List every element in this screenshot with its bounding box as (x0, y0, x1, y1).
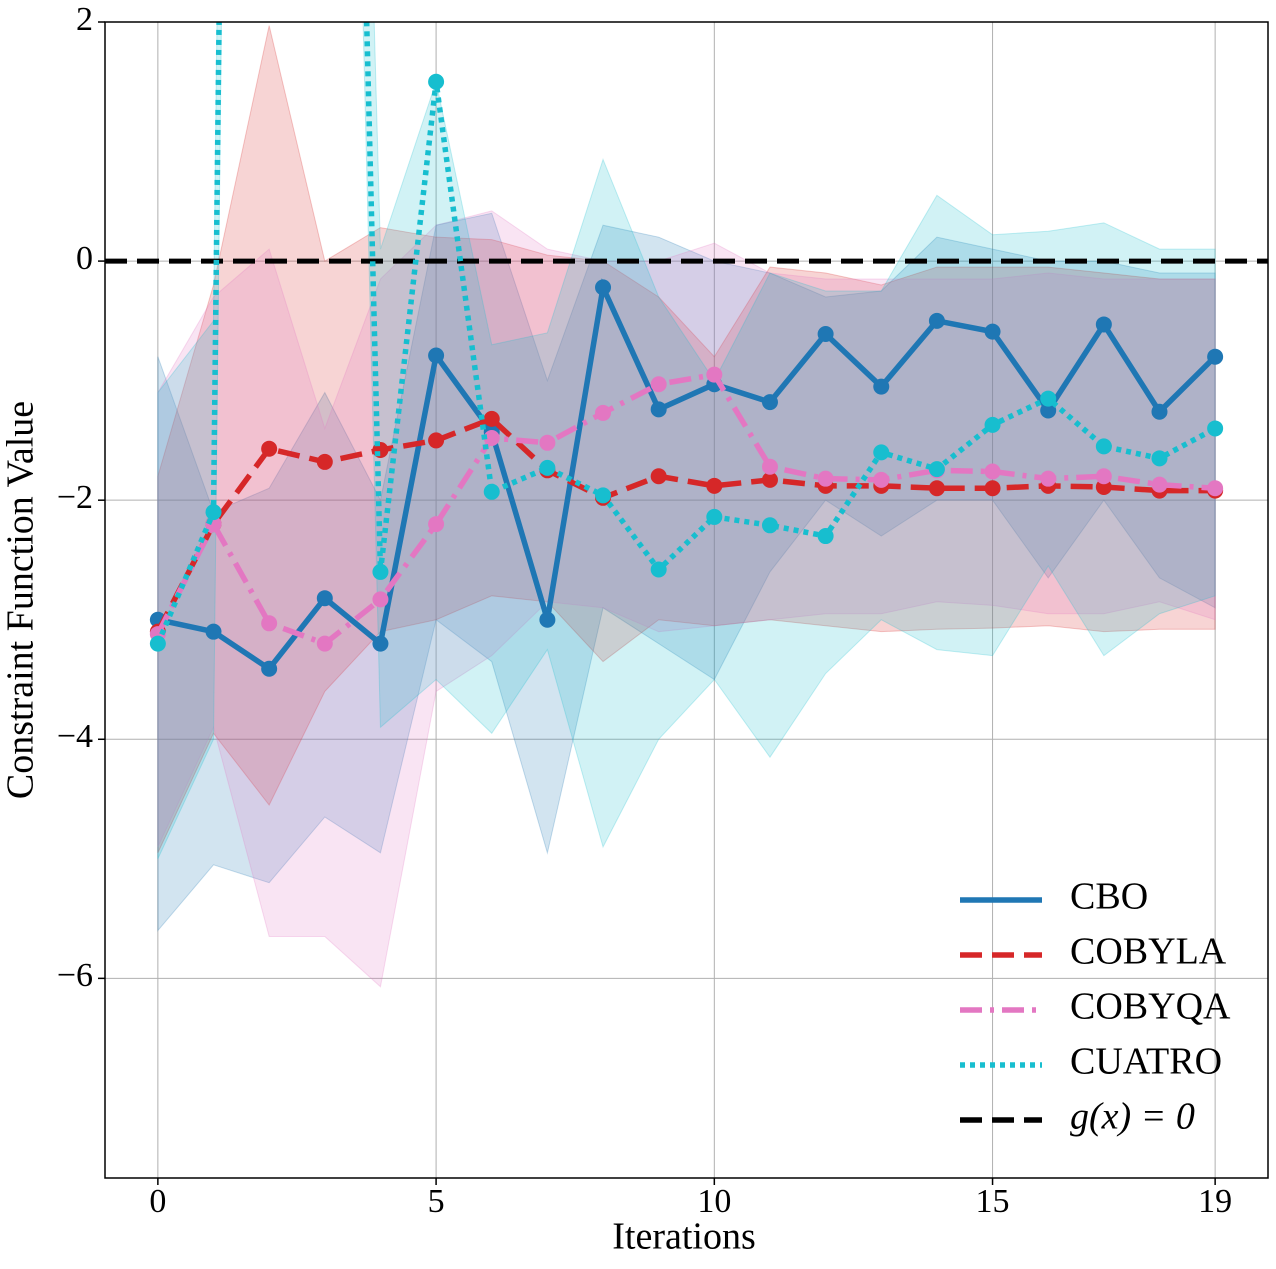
point (984, 480, 1001, 497)
legend-label: COBYQA (1070, 986, 1231, 1028)
point (650, 376, 667, 393)
x-tick-label: 5 (428, 1183, 445, 1220)
axes-frame (104, 21, 1269, 1179)
point (428, 347, 445, 364)
point (372, 591, 389, 608)
point (761, 517, 778, 534)
point (1207, 420, 1224, 437)
x-tick-label: 10 (697, 1183, 731, 1220)
point (539, 611, 556, 628)
point (1040, 470, 1057, 487)
point (984, 416, 1001, 433)
point (928, 480, 945, 497)
point (761, 394, 778, 411)
point (205, 504, 222, 521)
point (1151, 403, 1168, 420)
point (539, 459, 556, 476)
point (1151, 450, 1168, 467)
point (483, 483, 500, 500)
point (761, 458, 778, 475)
point (928, 461, 945, 478)
legend-label: CBO (1070, 876, 1148, 918)
point (1040, 402, 1057, 419)
point (372, 563, 389, 580)
legend-label: CUATRO (1070, 1041, 1222, 1083)
point (650, 561, 667, 578)
point (1095, 438, 1112, 455)
point (1151, 476, 1168, 493)
y-tick-label: 0 (76, 240, 93, 277)
point (706, 477, 723, 494)
x-tick-label: 15 (976, 1183, 1010, 1220)
point (984, 323, 1001, 340)
point (1207, 480, 1224, 497)
point (1095, 468, 1112, 485)
point (149, 635, 166, 652)
point (261, 440, 278, 457)
point (372, 635, 389, 652)
point (650, 401, 667, 418)
point (205, 623, 222, 640)
point (1095, 316, 1112, 333)
point (817, 528, 834, 545)
point (261, 615, 278, 632)
y-tick-label: 2 (76, 1, 93, 38)
point (706, 366, 723, 383)
series-line (157, 278, 1218, 673)
y-tick-label: −2 (57, 479, 93, 516)
point (817, 326, 834, 343)
series-line (155, 22, 1217, 645)
series-line (155, 371, 1216, 647)
legend-label: COBYLA (1070, 931, 1227, 973)
confidence-band (157, 25, 1216, 854)
series-line (155, 415, 1216, 633)
point (873, 444, 890, 461)
point (817, 470, 834, 487)
point (873, 471, 890, 488)
point (873, 378, 890, 395)
point (428, 516, 445, 533)
point (1207, 348, 1224, 365)
y-tick-label: −6 (57, 957, 93, 994)
point (483, 430, 500, 447)
point (539, 434, 556, 451)
point (761, 471, 778, 488)
y-axis-label: Constraint Function Value (0, 401, 42, 799)
confidence-band (157, 212, 1216, 932)
plot-area (105, 22, 1268, 1178)
x-tick-label: 19 (1198, 1183, 1232, 1220)
y-tick-label: −4 (57, 718, 93, 755)
point (483, 410, 500, 427)
point (706, 508, 723, 525)
point (261, 660, 278, 677)
point (650, 468, 667, 485)
point (595, 487, 612, 504)
point (984, 463, 1001, 480)
confidence-band (157, 210, 1216, 988)
x-tick-label: 0 (149, 1183, 166, 1220)
confidence-band (157, 22, 1216, 860)
point (316, 453, 333, 470)
point (595, 279, 612, 296)
point (428, 73, 445, 90)
point (316, 635, 333, 652)
point (595, 404, 612, 421)
point (928, 312, 945, 329)
point (1040, 390, 1057, 407)
legend-label: g(x) = 0 (1070, 1096, 1195, 1138)
x-axis-label: Iterations (612, 1216, 756, 1258)
point (428, 432, 445, 449)
point (316, 590, 333, 607)
